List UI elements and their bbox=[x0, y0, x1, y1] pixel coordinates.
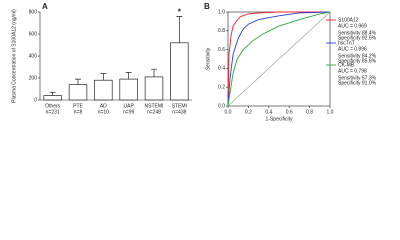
error-bar bbox=[75, 78, 81, 85]
x-tick-label: NSTEMI bbox=[145, 103, 164, 109]
auc-label: AUC = 0.969 bbox=[338, 23, 367, 29]
error-bar bbox=[125, 72, 132, 80]
x-tick-label: STEMI bbox=[172, 103, 187, 109]
y-tick-label: 0.8 bbox=[218, 28, 225, 34]
error-bar bbox=[176, 16, 183, 43]
bar bbox=[94, 79, 113, 101]
auc-label: AUC = 0.798 bbox=[338, 68, 367, 74]
bar bbox=[170, 42, 189, 101]
figure: A Plasma Concentration of S100A12 (ng/ml)… bbox=[11, 2, 377, 122]
x-tick-label: 1.0 bbox=[327, 109, 334, 115]
bar bbox=[119, 78, 138, 101]
x-tick-count: n=231 bbox=[46, 109, 60, 115]
y-tick-label: 400 bbox=[29, 53, 38, 59]
x-tick-label: Others bbox=[45, 103, 61, 109]
roc-curve bbox=[227, 11, 331, 107]
y-tick-label: 800 bbox=[29, 9, 38, 15]
x-tick-label: AD bbox=[100, 103, 107, 109]
sensitivity-label: Sensitivity 88.4% bbox=[338, 30, 377, 36]
y-tick-label: 1.0 bbox=[218, 9, 225, 15]
y-tick-label: 0.4 bbox=[218, 66, 225, 72]
panel-label: B bbox=[204, 2, 210, 11]
roc-curve bbox=[227, 11, 331, 107]
y-tick-label: 0.0 bbox=[218, 103, 225, 109]
legend-label: hscTnT bbox=[338, 40, 355, 46]
sensitivity-label: Sensitivity 84.2% bbox=[338, 53, 377, 59]
bar bbox=[144, 76, 164, 101]
specificity-label: Specificity 91.0% bbox=[338, 80, 377, 86]
y-axis-label: Sensitivity bbox=[205, 47, 211, 70]
x-tick-label: 0.2 bbox=[245, 109, 252, 115]
error-bar bbox=[151, 68, 157, 77]
x-tick-label: 0.6 bbox=[286, 109, 293, 115]
legend-label: CK-MB bbox=[338, 62, 355, 68]
error-bar bbox=[49, 91, 56, 96]
page: {"chart_data":[ {"type":"bar","panel_lab… bbox=[11, 2, 377, 123]
y-tick-label: 0.6 bbox=[218, 47, 225, 53]
x-tick-count: n=10 bbox=[98, 109, 109, 115]
y-tick-label: 600 bbox=[29, 31, 38, 37]
x-tick-label: 0.0 bbox=[225, 109, 232, 115]
x-tick-label: PTE bbox=[73, 103, 83, 109]
x-axis-label: 1-Specificity bbox=[266, 116, 293, 122]
x-tick-count: n=99 bbox=[123, 109, 134, 115]
x-tick-label: 0.4 bbox=[265, 109, 272, 115]
bar bbox=[68, 84, 88, 101]
x-tick-label: UAP bbox=[124, 103, 135, 109]
sensitivity-label: Sensitivity 57.3% bbox=[338, 75, 377, 81]
x-tick-count: n=248 bbox=[147, 109, 161, 115]
y-tick-label: 200 bbox=[29, 75, 38, 81]
auc-label: AUC = 0.896 bbox=[338, 46, 367, 52]
y-tick-label: 0.2 bbox=[218, 85, 225, 91]
error-bar bbox=[100, 73, 107, 81]
y-axis-label: Plasma Concentration of S100A12 (ng/ml) bbox=[11, 9, 17, 103]
bar bbox=[43, 95, 62, 101]
specificity-label: Specificity 85.6% bbox=[338, 58, 377, 64]
reference-line bbox=[227, 11, 331, 107]
x-tick-label: 0.8 bbox=[306, 109, 313, 115]
specificity-label: Specificity 92.5% bbox=[338, 35, 377, 41]
x-tick-count: n=8 bbox=[74, 109, 83, 115]
panel-label: A bbox=[42, 2, 48, 11]
roc-curve bbox=[227, 11, 330, 107]
significance-marker: * bbox=[178, 8, 182, 17]
y-tick-label: 0 bbox=[34, 97, 37, 103]
legend-label: S100A12 bbox=[338, 17, 359, 23]
x-tick-count: n=438 bbox=[172, 109, 186, 115]
